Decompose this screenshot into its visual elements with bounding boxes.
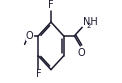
Text: F: F <box>36 69 41 79</box>
Text: O: O <box>77 48 85 58</box>
Text: NH: NH <box>83 17 97 27</box>
Text: F: F <box>48 0 54 10</box>
Text: 2: 2 <box>87 23 91 29</box>
Text: O: O <box>26 31 34 41</box>
